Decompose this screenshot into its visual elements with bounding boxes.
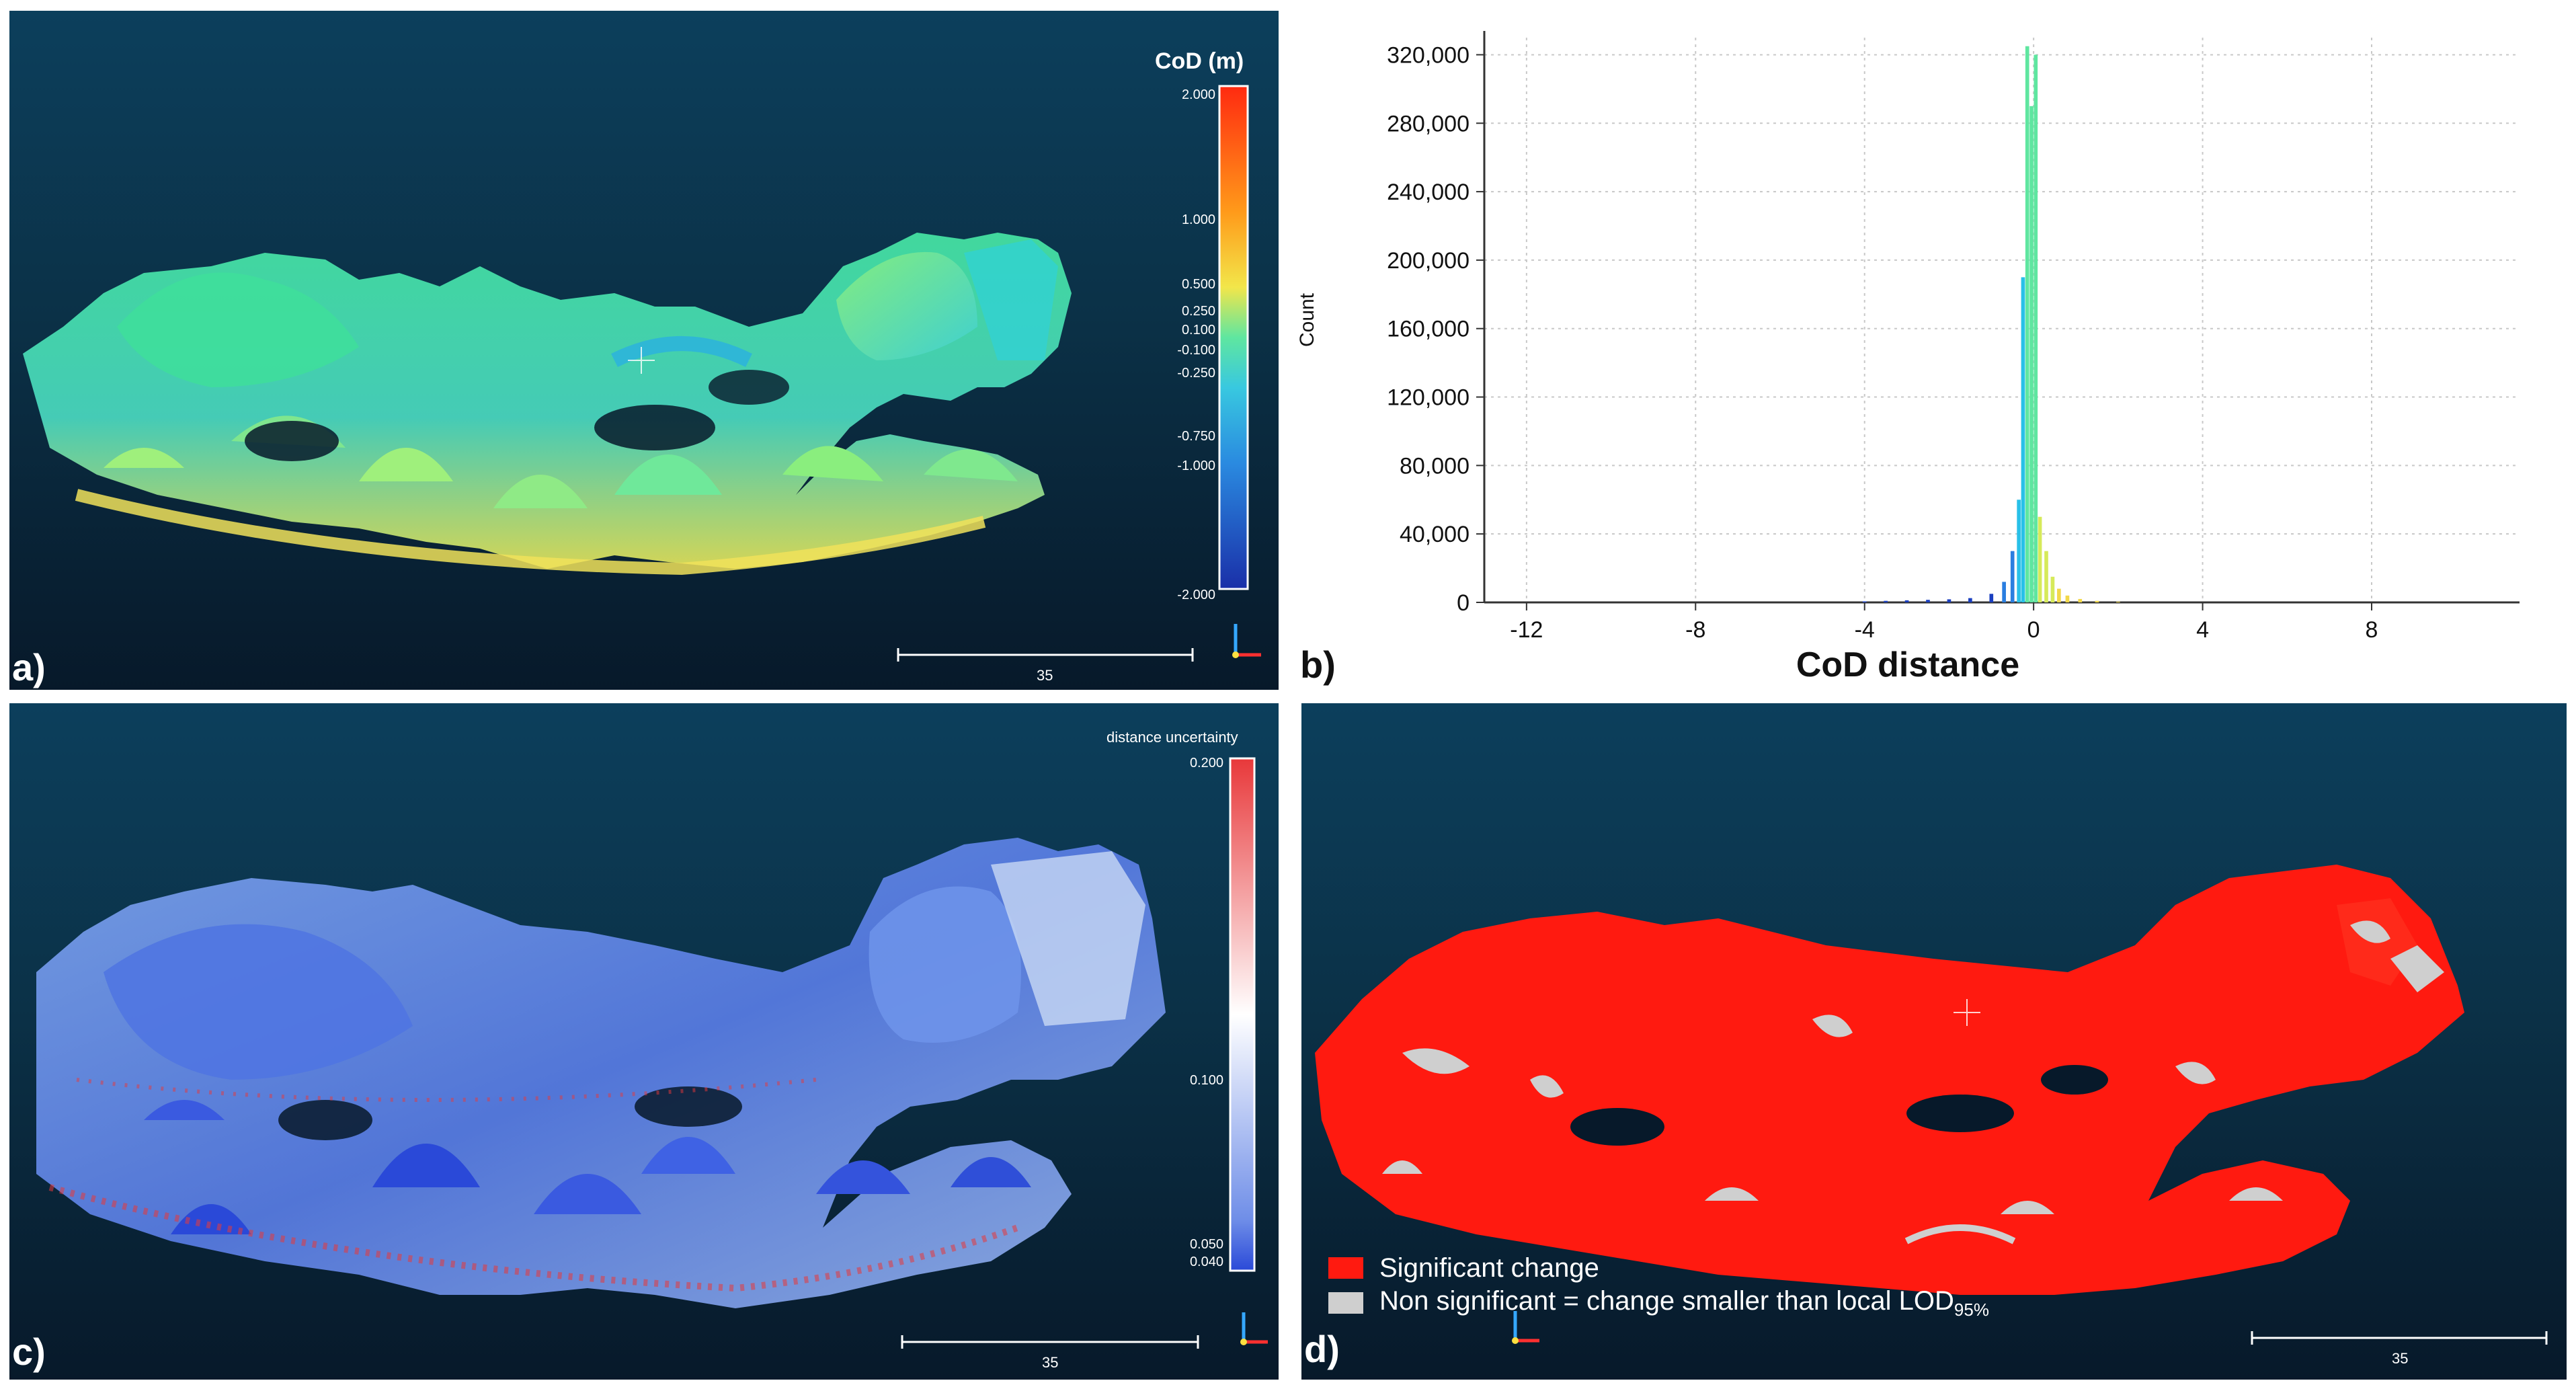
scale-bar-label: 35 xyxy=(1042,1354,1059,1371)
histogram-bar xyxy=(2017,500,2021,602)
panel-d-significance-view[interactable]: Significant change Non significant = cha… xyxy=(1301,703,2567,1380)
colorbar-tick-label: -1.000 xyxy=(1177,459,1215,473)
y-axis-label: Count xyxy=(1296,292,1318,347)
legend-significant: Significant change xyxy=(1328,1253,1599,1283)
colorbar-tick-label: 1.000 xyxy=(1181,212,1215,227)
point-cloud-body xyxy=(1315,865,2464,1295)
scale-bar xyxy=(897,648,1194,662)
x-axis-label: CoD distance xyxy=(1796,645,2019,684)
y-tick-label: 120,000 xyxy=(1387,385,1470,411)
panel-label: d) xyxy=(1304,1328,1340,1370)
colorbar-tick-label: 0.040 xyxy=(1189,1255,1223,1269)
scale-bar-label: 35 xyxy=(2392,1350,2409,1367)
histogram-bar xyxy=(2029,106,2034,602)
y-tick-label: 280,000 xyxy=(1387,111,1470,136)
histogram-bar xyxy=(2044,551,2048,602)
point-cloud-cod xyxy=(23,85,1261,662)
x-tick-label: 0 xyxy=(2027,617,2040,643)
point-cloud-significance xyxy=(1315,865,2548,1345)
scale-bar-label: 35 xyxy=(1037,667,1053,684)
axes-gizmo-icon xyxy=(1240,1312,1268,1345)
colorbar-tick-label: 0.500 xyxy=(1181,277,1215,292)
x-tick-label: 4 xyxy=(2196,617,2209,643)
histogram-bar xyxy=(2038,516,2042,602)
legend-non-significant: Non significant = change smaller than lo… xyxy=(1328,1285,1989,1320)
panel-label: c) xyxy=(12,1331,46,1373)
cod-colorbar xyxy=(1218,85,1249,590)
legend-swatch-non-significant xyxy=(1328,1292,1363,1314)
y-tick-label: 0 xyxy=(1457,590,1470,616)
point-cloud-uncertainty xyxy=(36,757,1268,1349)
uncertainty-colorbar xyxy=(1229,757,1256,1272)
scale-bar xyxy=(2251,1331,2548,1345)
colorbar-title: CoD (m) xyxy=(1155,48,1244,74)
colorbar-tick-label: -0.750 xyxy=(1177,429,1215,444)
histogram-bar xyxy=(1904,600,1909,602)
histogram-bar xyxy=(1926,600,1930,602)
panel-b-histogram: 0 40,000 80,000 120,000 160,000 200,000 240,00… xyxy=(1289,11,2576,690)
legend-label-non-significant: Non significant = change smaller than lo… xyxy=(1379,1285,1989,1320)
legend-label-significant: Significant change xyxy=(1379,1253,1599,1283)
histogram-bar xyxy=(2078,598,2083,602)
x-tick-label: 8 xyxy=(2366,617,2378,643)
histogram-bar xyxy=(2025,46,2029,602)
y-tick-label: 320,000 xyxy=(1387,42,1470,68)
histogram-bar xyxy=(1862,601,1867,602)
colorbar-tick-label: 0.250 xyxy=(1181,304,1215,319)
histogram-bar xyxy=(2065,595,2070,602)
panel-label: b) xyxy=(1300,643,1336,686)
panel-c-uncertainty-view[interactable]: distance uncertainty 0.200 0.100 0.050 0.04… xyxy=(9,703,1279,1380)
y-tick-label: 160,000 xyxy=(1387,317,1470,342)
colorbar-tick-label: 0.050 xyxy=(1189,1237,1223,1252)
colorbar-tick-label: -2.000 xyxy=(1177,588,1215,602)
histogram-bar xyxy=(2057,588,2061,602)
panel-a-cod-view[interactable]: CoD (m) 2.000 1.000 0.500 0.250 0.100 -0.100 -… xyxy=(9,11,1279,690)
x-tick-label: -4 xyxy=(1855,617,1875,643)
x-tick-label: -8 xyxy=(1685,617,1705,643)
scale-bar xyxy=(901,1335,1199,1349)
histogram-bar xyxy=(2034,54,2038,603)
y-tick-label: 40,000 xyxy=(1400,522,1470,547)
y-tick-label: 240,000 xyxy=(1387,180,1470,205)
colorbar-title: distance uncertainty xyxy=(1106,729,1238,746)
histogram-bar xyxy=(1989,594,1994,602)
legend-swatch-significant xyxy=(1328,1257,1363,1279)
histogram-bar xyxy=(1968,598,1972,602)
y-tick-label: 200,000 xyxy=(1387,248,1470,274)
colorbar-tick-label: -0.250 xyxy=(1177,366,1215,381)
histogram-bar xyxy=(1947,599,1951,602)
colorbar-tick-label: 0.100 xyxy=(1189,1073,1223,1088)
histogram-bar xyxy=(2010,551,2015,602)
colorbar-tick-label: 0.200 xyxy=(1189,756,1223,770)
axes-gizmo-icon xyxy=(1232,624,1261,658)
histogram-bar xyxy=(2050,576,2055,602)
colorbar-tick-label: -0.100 xyxy=(1177,343,1215,358)
x-tick-label: -12 xyxy=(1510,617,1543,643)
histogram-bar xyxy=(2095,600,2099,602)
histogram-bar xyxy=(2002,582,2006,602)
histogram-chart: 0 40,000 80,000 120,000 160,000 200,000 240,00… xyxy=(1296,31,2520,684)
colorbar-tick-label: 2.000 xyxy=(1181,87,1215,102)
axes-gizmo-icon xyxy=(1512,1311,1539,1344)
histogram-bar xyxy=(2021,277,2025,602)
histogram-bar xyxy=(1884,600,1888,602)
colorbar-tick-label: 0.100 xyxy=(1181,323,1215,338)
panel-label: a) xyxy=(12,646,46,688)
y-tick-label: 80,000 xyxy=(1400,453,1470,479)
